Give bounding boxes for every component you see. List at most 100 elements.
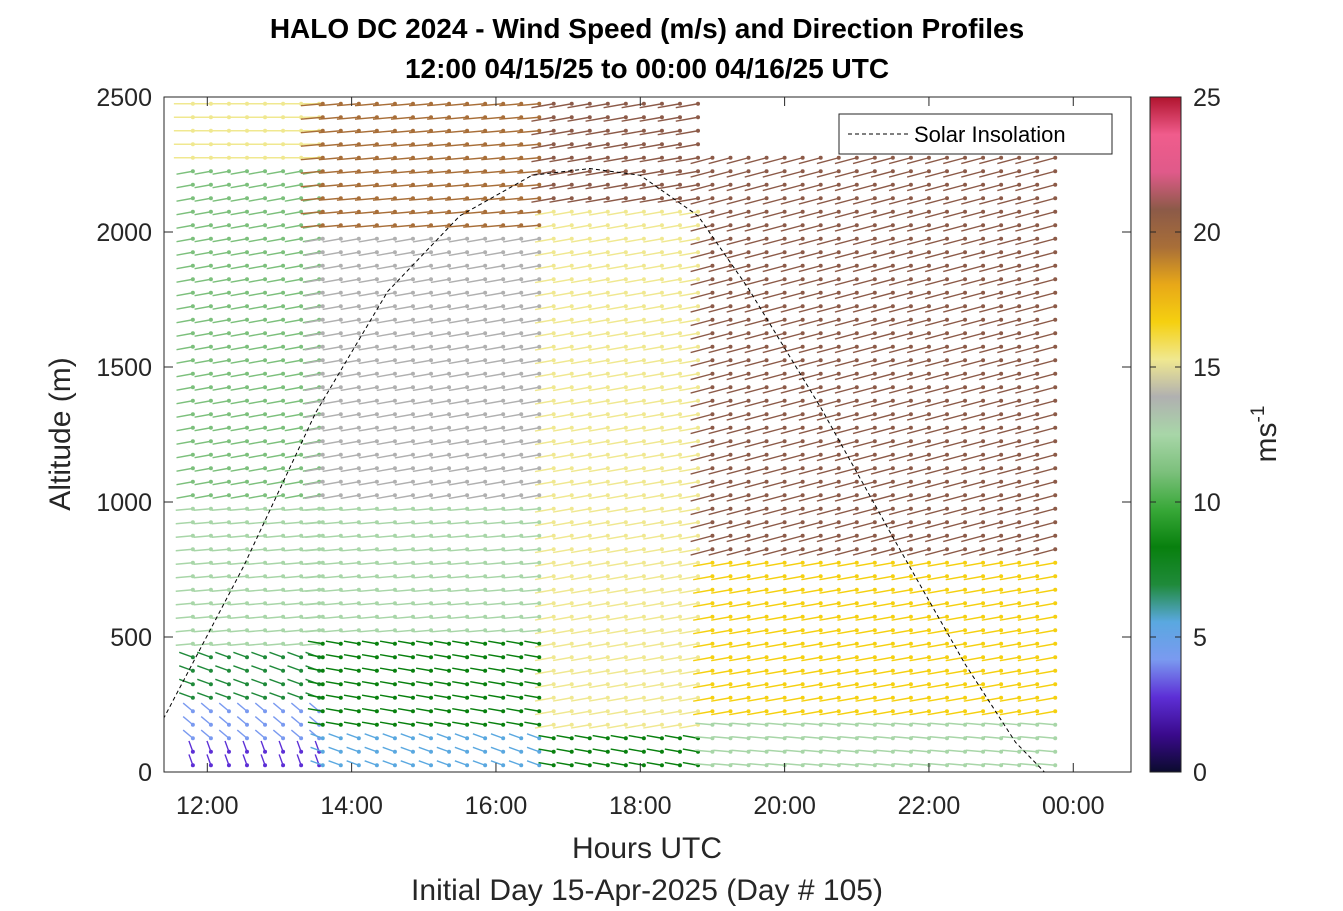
wind-barb [212, 265, 230, 270]
wind-barb [682, 748, 699, 753]
wind-barb-head [244, 250, 249, 255]
wind-barb-head [623, 709, 628, 714]
wind-barb-head [872, 587, 877, 592]
wind-barb-head [551, 317, 556, 322]
wind-barb [639, 197, 663, 203]
wind-barb-head [926, 331, 931, 336]
wind-barb [229, 535, 248, 538]
wind-barb [816, 427, 839, 435]
wind-barb [552, 238, 572, 243]
wind-barb-head [890, 560, 895, 565]
wind-barb [588, 616, 608, 621]
wind-barb-head [605, 547, 610, 552]
wind-barb [397, 653, 414, 658]
wind-barb [834, 197, 857, 205]
wind-barb [1035, 697, 1056, 702]
wind-barb-head [710, 560, 715, 565]
wind-barb [852, 238, 875, 246]
wind-barb [870, 481, 894, 489]
wind-barb [819, 589, 839, 594]
wind-barb [726, 494, 749, 502]
wind-barb-head [320, 722, 325, 727]
wind-barb-head [836, 223, 841, 228]
wind-barb-head [981, 709, 986, 714]
wind-barb [488, 667, 504, 672]
wind-barb-head [537, 425, 542, 430]
wind-barb [230, 278, 248, 283]
wind-barb [924, 305, 948, 313]
wind-barb [305, 575, 323, 579]
wind-barb [999, 710, 1020, 716]
wind-barb [607, 386, 626, 392]
wind-barb [503, 602, 522, 606]
wind-barb [711, 602, 731, 608]
wind-barb [445, 224, 468, 228]
wind-barb-head [465, 493, 470, 498]
wind-barb-head [429, 331, 434, 336]
wind-barb-head [764, 641, 769, 646]
wind-barb [906, 454, 930, 462]
wind-barb [798, 521, 821, 529]
wind-barb-head [623, 736, 628, 741]
wind-barb [643, 643, 663, 648]
wind-barb-head [890, 344, 895, 349]
wind-barb-head [641, 196, 646, 201]
wind-barb [963, 697, 984, 702]
wind-barb-head [281, 317, 286, 322]
wind-barb [534, 251, 554, 257]
wind-barb [762, 535, 785, 543]
wind-barb [534, 575, 554, 581]
wind-barb [837, 616, 857, 621]
wind-barb-head [320, 304, 325, 309]
wind-barb-head [926, 250, 931, 255]
wind-barb [212, 440, 230, 445]
wind-barb-head [447, 655, 452, 660]
wind-barb [1035, 683, 1056, 689]
wind-barb [394, 305, 414, 311]
wind-barb [679, 467, 699, 473]
wind-barb [377, 589, 395, 592]
wind-barb [521, 400, 540, 405]
wind-barb [708, 224, 731, 232]
wind-barb-head [1035, 466, 1040, 471]
wind-barb-head [244, 182, 249, 187]
wind-barb [801, 683, 821, 689]
wind-barb-head [710, 520, 715, 525]
wind-barb-head [696, 641, 701, 646]
wind-barb-head [926, 655, 931, 660]
wind-barb-head [872, 709, 877, 714]
wind-barb-head [587, 425, 592, 430]
wind-barb-head [447, 736, 452, 741]
wind-barb-head [659, 736, 664, 741]
wind-barb-head [944, 331, 949, 336]
wind-barb [816, 251, 839, 259]
wind-barb-head [465, 466, 470, 471]
wind-barb-head [944, 277, 949, 282]
wind-barb-head [908, 155, 913, 160]
wind-barb-head [569, 358, 574, 363]
wind-barb [266, 224, 284, 229]
wind-barb [322, 386, 341, 392]
wind-barb [661, 386, 681, 392]
wind-barb [726, 319, 749, 327]
wind-barb [390, 157, 414, 161]
wind-barb-head [1035, 398, 1040, 403]
wind-barb-head [551, 196, 556, 201]
wind-barb [906, 427, 930, 435]
wind-barb [499, 211, 522, 215]
wind-barb [176, 494, 193, 499]
wind-barb-head [623, 101, 628, 106]
wind-barb [233, 678, 248, 685]
wind-barb [852, 170, 875, 178]
wind-barb-head [465, 479, 470, 484]
wind-barb [607, 629, 626, 635]
wind-barb-head [908, 196, 913, 201]
wind-barb [502, 481, 522, 486]
wind-barb [749, 722, 767, 726]
wind-barb-head [587, 344, 592, 349]
wind-barb-head [226, 466, 231, 471]
wind-barb-head [320, 263, 325, 268]
wind-barb-head [710, 358, 715, 363]
wind-barb [1001, 749, 1020, 753]
wind-barb [325, 640, 341, 645]
